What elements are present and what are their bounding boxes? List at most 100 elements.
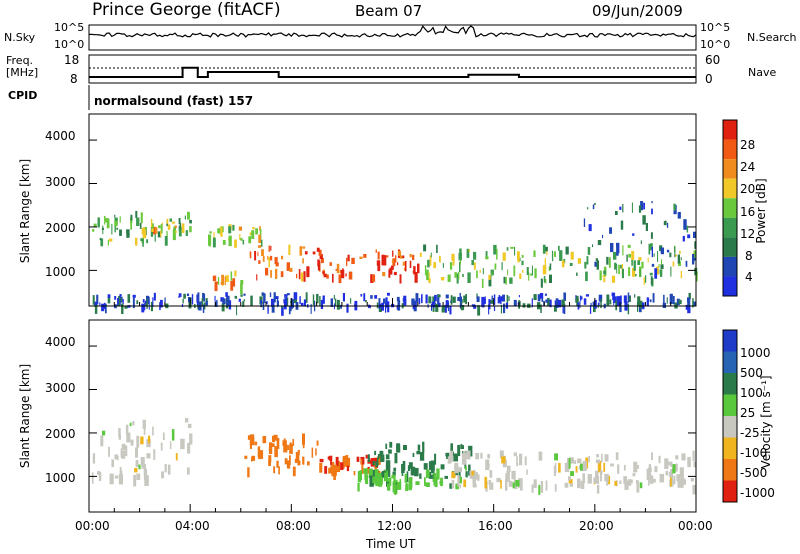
power-cell: [127, 294, 131, 303]
power-cell: [553, 251, 556, 257]
power-cell: [476, 296, 480, 302]
velocity-cell: [570, 471, 574, 476]
power-cell: [479, 269, 481, 273]
velocity-cell: [505, 473, 508, 484]
velocity-cell: [121, 450, 126, 459]
power-cell: [183, 293, 186, 299]
power-cell: [258, 260, 261, 264]
power-cell: [249, 232, 253, 236]
power-cell: [320, 299, 324, 309]
velocity-cell: [92, 453, 96, 464]
power-cell: [484, 299, 486, 304]
velocity-cell: [340, 462, 344, 470]
velocity-cell: [289, 455, 291, 465]
noise-trace: [88, 25, 697, 38]
velocity-cell: [433, 474, 437, 486]
power-cell: [623, 295, 627, 303]
power-cell: [609, 299, 612, 305]
power-cell: [551, 250, 554, 260]
velocity-cell: [388, 449, 392, 454]
power-cell: [291, 299, 294, 308]
power-cell: [160, 230, 162, 237]
power-cell: [135, 210, 138, 218]
velocity-cell: [575, 466, 578, 473]
velocity-cell: [425, 482, 430, 487]
power-cell: [445, 300, 449, 306]
power-cell: [342, 293, 345, 302]
power-cell: [222, 240, 226, 245]
power-cell: [146, 239, 149, 244]
power-cell: [104, 217, 106, 225]
velocity-cell: [519, 453, 523, 466]
velocity-cell: [459, 484, 462, 489]
power-cell: [654, 268, 658, 279]
power-cell: [628, 295, 631, 302]
power-cell: [576, 295, 579, 306]
velocity-cell: [633, 461, 638, 473]
power-cell: [266, 301, 268, 304]
velocity-cell: [401, 464, 405, 473]
power-cell: [378, 298, 381, 309]
power-cell: [126, 230, 130, 238]
velocity-cell: [257, 446, 261, 458]
xtick-2400: 00:00: [678, 519, 713, 533]
power-cell: [613, 251, 617, 260]
velocity-cell: [185, 418, 189, 423]
velocity-cell: [316, 440, 319, 446]
velocity-cell: [475, 453, 478, 459]
power-cell: [615, 300, 618, 311]
power-cell: [415, 301, 417, 307]
power-cbar-tick-12: 12: [740, 227, 756, 241]
power-cell: [467, 272, 471, 283]
power-cell: [509, 277, 513, 284]
velocity-cell: [680, 478, 685, 485]
vel-ytick-1000: 1000: [45, 471, 76, 485]
velocity-cell: [249, 442, 252, 449]
velocity-cell: [346, 465, 350, 472]
velocity-cell: [463, 479, 467, 488]
power-cell: [142, 238, 144, 247]
power-cell: [639, 300, 643, 309]
power-cell: [677, 212, 681, 219]
velocity-cell: [500, 480, 502, 489]
power-cell: [616, 263, 618, 274]
power-cell: [157, 231, 162, 238]
velocity-cell: [623, 464, 626, 471]
power-cell: [496, 248, 498, 260]
velocity-cell: [458, 470, 461, 479]
power-cell: [318, 249, 322, 256]
power-cell: [627, 292, 630, 303]
velocity-cell: [262, 436, 267, 444]
power-cell: [677, 254, 680, 264]
colorbar-segment: [723, 276, 737, 296]
velocity-cell: [564, 482, 569, 488]
power-cell: [631, 251, 635, 260]
power-cell: [562, 303, 564, 314]
velocity-cell: [450, 443, 453, 454]
power-cell: [666, 249, 670, 253]
power-cell: [403, 295, 407, 306]
velocity-cell: [136, 473, 141, 480]
power-cell: [130, 219, 132, 230]
power-cell: [431, 303, 433, 311]
power-cell: [267, 304, 269, 314]
power-cell: [680, 257, 682, 261]
power-cell: [477, 305, 481, 316]
velocity-cell: [477, 474, 480, 481]
power-cell: [459, 258, 461, 265]
power-cell: [637, 296, 641, 306]
power-cell: [111, 223, 113, 235]
power-cell: [485, 256, 489, 260]
power-cell: [389, 267, 393, 275]
power-cell: [275, 262, 279, 267]
power-cell: [234, 239, 237, 248]
power-cell: [103, 215, 106, 219]
power-cell: [442, 263, 444, 268]
power-cell: [449, 305, 452, 315]
vel-cbar-tick-1000: 1000: [740, 346, 771, 360]
nsky-tick-high: 10^5: [54, 21, 85, 34]
velocity-cell: [677, 478, 682, 488]
power-cell: [662, 302, 666, 308]
power-cell: [507, 269, 509, 276]
power-cbar-tick-20: 20: [740, 182, 756, 196]
